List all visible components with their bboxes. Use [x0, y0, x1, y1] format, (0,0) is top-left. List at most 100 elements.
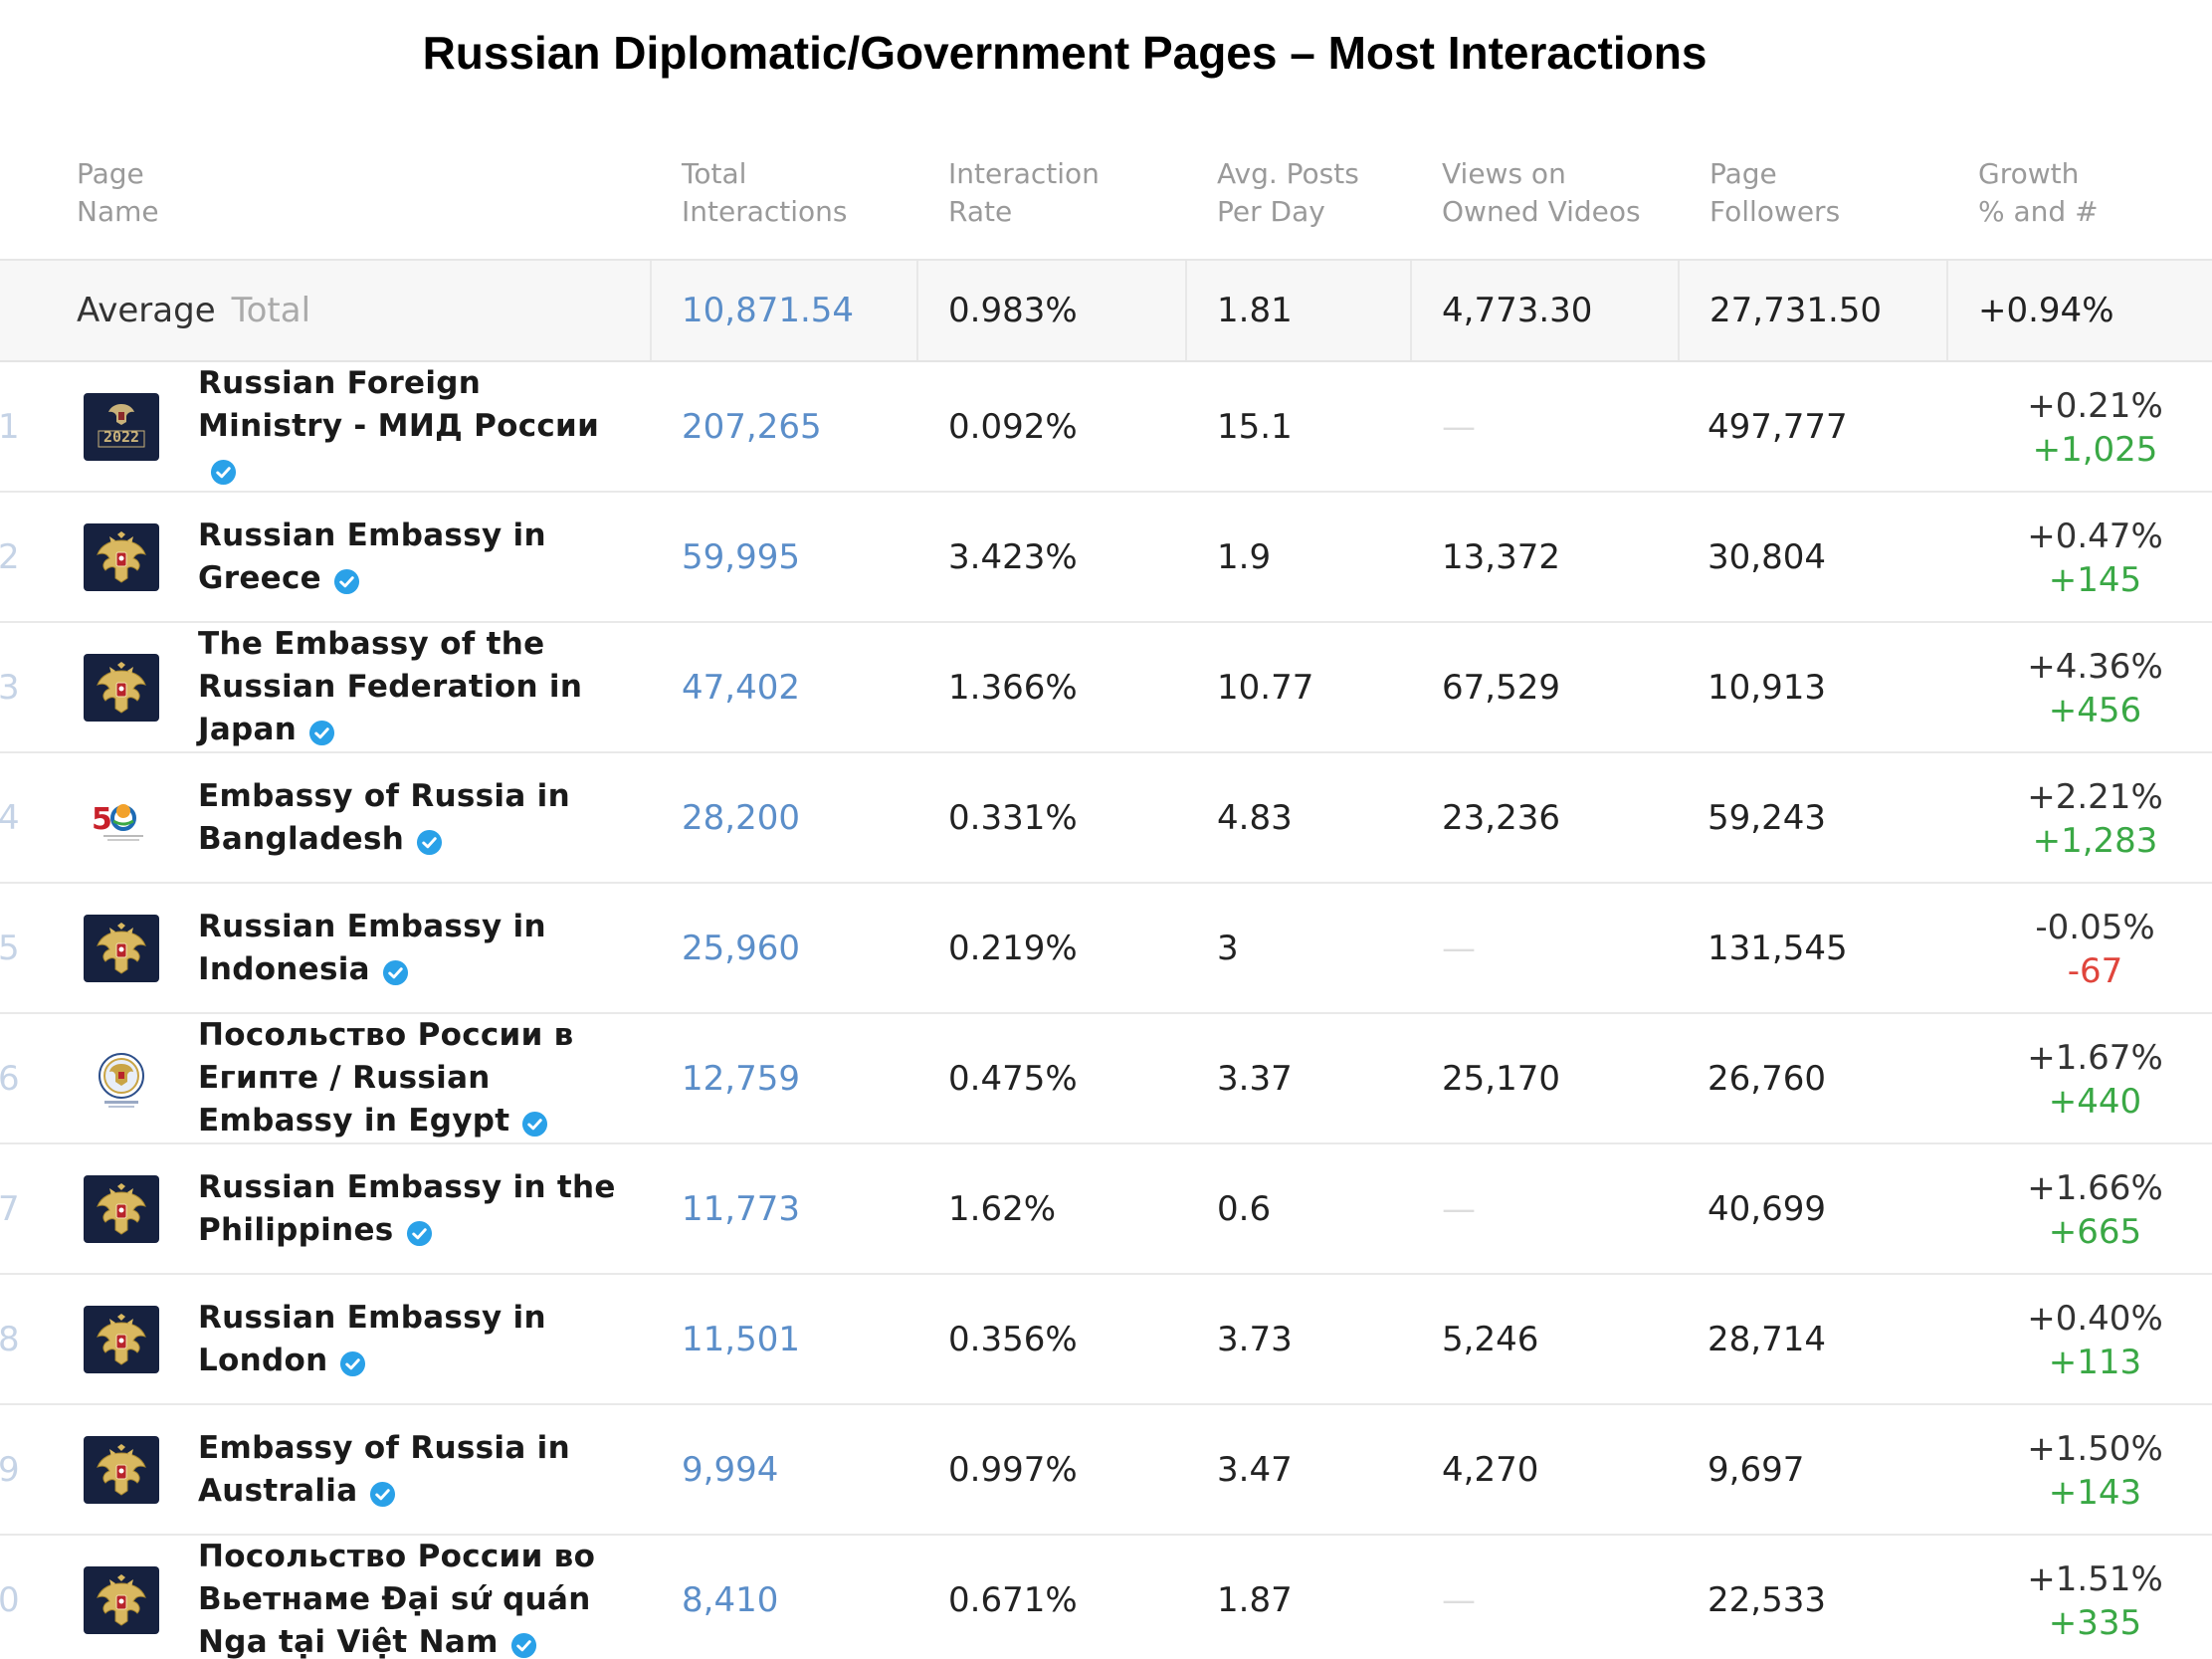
interaction-rate: 0.356% — [948, 1319, 1078, 1359]
growth-cell: +2.21% +1,283 — [1948, 753, 2212, 882]
page-name-cell[interactable]: Russian Embassy in Greece — [0, 493, 652, 621]
table-row[interactable]: 3 The Embassy of the Russian Federation i… — [0, 623, 2212, 753]
growth-percent: +2.21% — [2027, 776, 2163, 817]
row-rank: 5 — [0, 928, 18, 968]
growth-number: +143 — [2048, 1472, 2142, 1513]
page-name-cell[interactable]: 5 Embassy of Russia in Bangladesh — [0, 753, 652, 882]
page-name[interactable]: Embassy of Russia in Australia — [198, 1429, 570, 1509]
avg-posts-per-day: 10.77 — [1217, 667, 1314, 708]
table-row[interactable]: 8 Russian Embassy in London 11,501 0.356% 3.… — [0, 1275, 2212, 1405]
interaction-rate: 0.092% — [948, 406, 1078, 447]
growth-percent: +0.21% — [2027, 385, 2163, 426]
column-header-growth[interactable]: Growth % and # — [1978, 157, 2099, 228]
column-header-views[interactable]: Views on Owned Videos — [1442, 157, 1641, 228]
table-row[interactable]: 1 2022 Russian Foreign Ministry - МИД Росс… — [0, 362, 2212, 493]
eagle-emblem-icon[interactable] — [84, 914, 159, 982]
table-row[interactable]: 6 Посольство России в Египте / Russian Em… — [0, 1014, 2212, 1144]
interaction-rate: 1.62% — [948, 1188, 1057, 1229]
total-interactions[interactable]: 207,265 — [682, 406, 822, 447]
interaction-rate: 0.997% — [948, 1449, 1078, 1490]
table-row[interactable]: 7 Russian Embassy in the Philippines 11,77… — [0, 1144, 2212, 1275]
page-name[interactable]: Embassy of Russia in Bangladesh — [198, 777, 570, 857]
avg-posts-per-day: 0.6 — [1217, 1188, 1272, 1229]
views-on-owned-videos: 25,170 — [1442, 1058, 1560, 1099]
eagle-emblem-icon[interactable] — [84, 1435, 159, 1504]
row-rank: 7 — [0, 1188, 18, 1229]
column-header-total-interactions[interactable]: Total Interactions — [682, 157, 848, 228]
total-interactions[interactable]: 12,759 — [682, 1058, 800, 1099]
avg-posts-per-day: 1.9 — [1217, 536, 1272, 577]
growth-number: +335 — [2048, 1602, 2142, 1643]
table-row[interactable]: 2 Russian Embassy in Greece 59,995 3.423% 1.… — [0, 493, 2212, 623]
growth-number: +440 — [2048, 1081, 2142, 1122]
page-followers: 497,777 — [1708, 406, 1848, 447]
total-interactions[interactable]: 59,995 — [682, 536, 800, 577]
page-name-cell[interactable]: Russian Embassy in Indonesia — [0, 884, 652, 1012]
column-header-interaction-rate[interactable]: Interaction Rate — [948, 157, 1100, 228]
table-row[interactable]: 4 5 Embassy of Russia in Bangladesh 28,200 0… — [0, 753, 2212, 884]
total-interactions[interactable]: 11,501 — [682, 1319, 800, 1359]
average-avg-posts: 1.81 — [1187, 261, 1412, 360]
round-seal-icon[interactable] — [84, 1044, 159, 1113]
total-interactions[interactable]: 11,773 — [682, 1188, 800, 1229]
growth-cell: +1.66% +665 — [1948, 1144, 2212, 1273]
growth-number: +145 — [2048, 559, 2142, 600]
growth-percent: +1.51% — [2027, 1558, 2163, 1599]
interaction-rate: 3.423% — [948, 536, 1078, 577]
row-rank: 8 — [0, 1319, 18, 1359]
column-header-followers[interactable]: Page Followers — [1709, 157, 1841, 228]
page-name[interactable]: Russian Embassy in London — [198, 1299, 546, 1378]
page-name-cell[interactable]: 2022 Russian Foreign Ministry - МИД Росси… — [0, 362, 652, 491]
eagle-emblem-icon[interactable] — [84, 522, 159, 591]
avg-posts-per-day: 4.83 — [1217, 797, 1293, 838]
page-name[interactable]: Russian Embassy in the Philippines — [198, 1168, 616, 1248]
table-body: 1 2022 Russian Foreign Ministry - МИД Росс… — [0, 362, 2212, 1659]
total-interactions[interactable]: 28,200 — [682, 797, 800, 838]
page-name-cell[interactable]: Embassy of Russia in Australia — [0, 1405, 652, 1534]
page-name[interactable]: Russian Foreign Ministry - МИД России — [198, 362, 636, 491]
eagle-emblem-icon[interactable] — [84, 1565, 159, 1634]
interaction-rate: 1.366% — [948, 667, 1078, 708]
verified-badge-icon — [369, 1477, 396, 1507]
table-row[interactable]: 9 Embassy of Russia in Australia 9,994 0.99… — [0, 1405, 2212, 1536]
avg-posts-per-day: 3.47 — [1217, 1449, 1293, 1490]
average-growth: +0.94% — [1978, 291, 2114, 330]
avg-posts-per-day: 3.37 — [1217, 1058, 1293, 1099]
avg-posts-per-day: 1.87 — [1217, 1579, 1293, 1620]
page-name-cell[interactable]: Russian Embassy in the Philippines — [0, 1144, 652, 1273]
growth-number: +113 — [2048, 1342, 2142, 1382]
page-name-cell[interactable]: The Embassy of the Russian Federation in… — [0, 623, 652, 751]
average-followers: 27,731.50 — [1680, 261, 1948, 360]
table-row[interactable]: 5 Russian Embassy in Indonesia 25,960 0.219… — [0, 884, 2212, 1014]
column-header-avg-posts[interactable]: Avg. Posts Per Day — [1217, 157, 1359, 228]
average-total-interactions[interactable]: 10,871.54 — [652, 261, 918, 360]
page-followers: 22,533 — [1708, 1579, 1826, 1620]
eagle-emblem-icon[interactable] — [84, 1305, 159, 1373]
growth-percent: -0.05% — [2035, 907, 2155, 947]
column-header-page-name[interactable]: Page Name — [77, 157, 159, 228]
table-row[interactable]: 0 Посольство России во Вьетнаме Đại sứ qu… — [0, 1536, 2212, 1659]
page-name[interactable]: The Embassy of the Russian Federation in… — [198, 626, 583, 747]
page-name-cell[interactable]: Russian Embassy in London — [0, 1275, 652, 1403]
total-interactions[interactable]: 8,410 — [682, 1579, 779, 1620]
average-sublabel[interactable]: Total — [231, 291, 311, 330]
row-rank: 3 — [0, 667, 18, 708]
page-name[interactable]: Посольство России во Вьетнаме Đại sứ quá… — [198, 1539, 596, 1659]
page-name-cell[interactable]: Посольство России во Вьетнаме Đại sứ quá… — [0, 1536, 652, 1659]
page-name-cell[interactable]: Посольство России в Египте / Russian Emb… — [0, 1014, 652, 1142]
table-header: Page Name Total Interactions Interaction… — [0, 149, 2212, 261]
growth-number: +1,283 — [2032, 820, 2158, 861]
page-name[interactable]: Russian Embassy in Indonesia — [198, 908, 546, 987]
views-on-owned-videos: 23,236 — [1442, 797, 1560, 838]
total-interactions[interactable]: 47,402 — [682, 667, 800, 708]
verified-badge-icon — [308, 716, 335, 746]
anniversary-50-logo-icon[interactable]: 5 — [84, 783, 159, 852]
total-interactions[interactable]: 9,994 — [682, 1449, 779, 1490]
coat-of-arms-2022-icon[interactable]: 2022 — [84, 392, 159, 461]
total-interactions[interactable]: 25,960 — [682, 928, 800, 968]
eagle-emblem-icon[interactable] — [84, 653, 159, 722]
page-name[interactable]: Посольство России в Египте / Russian Emb… — [198, 1017, 574, 1139]
eagle-emblem-icon[interactable] — [84, 1174, 159, 1243]
growth-cell: +0.21% +1,025 — [1948, 362, 2212, 491]
page-name[interactable]: Russian Embassy in Greece — [198, 517, 546, 596]
